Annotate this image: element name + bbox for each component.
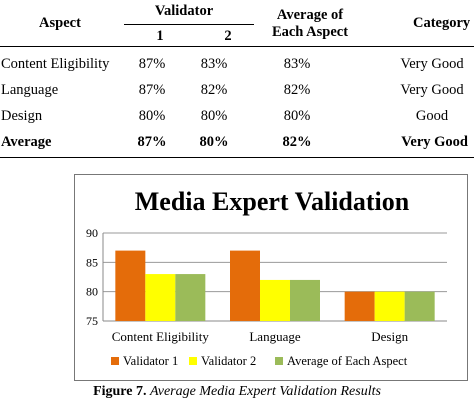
table-bottom-rule [0, 157, 474, 158]
average-row-avg: 82% [282, 134, 312, 150]
bar [344, 291, 375, 321]
header-average-line1: Average of [276, 7, 344, 23]
header-rule [0, 46, 474, 47]
row-3-v2: 80% [200, 108, 228, 124]
legend-swatch [189, 357, 197, 365]
x-tick-label: Language [249, 329, 300, 344]
legend-label: Validator 1 [123, 354, 178, 368]
row-3-category: Good [415, 108, 449, 124]
row-3-aspect: Design [1, 108, 43, 124]
row-1-v2: 83% [200, 56, 228, 72]
row-1-category: Very Good [400, 56, 464, 72]
caption-label: Figure 7. [93, 384, 147, 399]
legend-label: Validator 2 [201, 354, 256, 368]
row-2-v2: 82% [200, 82, 228, 98]
bar [404, 291, 435, 321]
bar [290, 279, 320, 321]
row-2-v1: 87% [138, 82, 166, 98]
chart-title: Media Expert Validation [134, 187, 410, 216]
legend-swatch [111, 357, 119, 365]
header-aspect: Aspect [39, 15, 81, 31]
x-tick-label: Design [371, 329, 408, 344]
header-category: Category [413, 15, 471, 31]
validator-rule [124, 24, 254, 25]
bar [175, 274, 206, 321]
row-2-aspect: Language [1, 82, 59, 98]
header-validator: Validator [154, 3, 214, 19]
header-average-line2: Each Aspect [271, 24, 349, 40]
x-tick-label: Content Eligibility [112, 329, 210, 344]
bar-chart: 75 80 85 90 Content Eligibility Language Desig… [86, 226, 447, 368]
row-1-avg: 83% [283, 56, 311, 72]
bar [374, 291, 405, 321]
row-1-aspect: Content Eligibility [1, 56, 110, 72]
row-2-avg: 82% [283, 82, 311, 98]
row-2-category: Very Good [400, 82, 464, 98]
caption-text: Average Media Expert Validation Results [149, 384, 381, 399]
average-row-category: Very Good [401, 134, 468, 150]
legend-swatch [275, 357, 283, 365]
average-row-v2: 80% [199, 134, 229, 150]
bar [260, 279, 290, 321]
average-row-aspect: Average [1, 134, 52, 150]
y-tick-label: 80 [86, 285, 98, 299]
header-validator-1: 1 [156, 28, 164, 44]
row-3-avg: 80% [283, 108, 311, 124]
bar [145, 274, 176, 321]
row-1-v1: 87% [138, 56, 166, 72]
header-validator-2: 2 [224, 28, 232, 44]
legend-label: Average of Each Aspect [287, 354, 408, 368]
figure-caption: Figure 7. Average Media Expert Validatio… [0, 384, 474, 400]
chart-container: Media Expert Validation 75 80 85 90 Content … [74, 174, 468, 381]
y-tick-label: 75 [86, 314, 98, 328]
average-row-v1: 87% [137, 134, 167, 150]
bar [115, 250, 146, 321]
y-tick-label: 85 [86, 255, 98, 269]
bar [230, 250, 260, 321]
row-3-v1: 80% [138, 108, 166, 124]
y-tick-label: 90 [86, 226, 98, 240]
